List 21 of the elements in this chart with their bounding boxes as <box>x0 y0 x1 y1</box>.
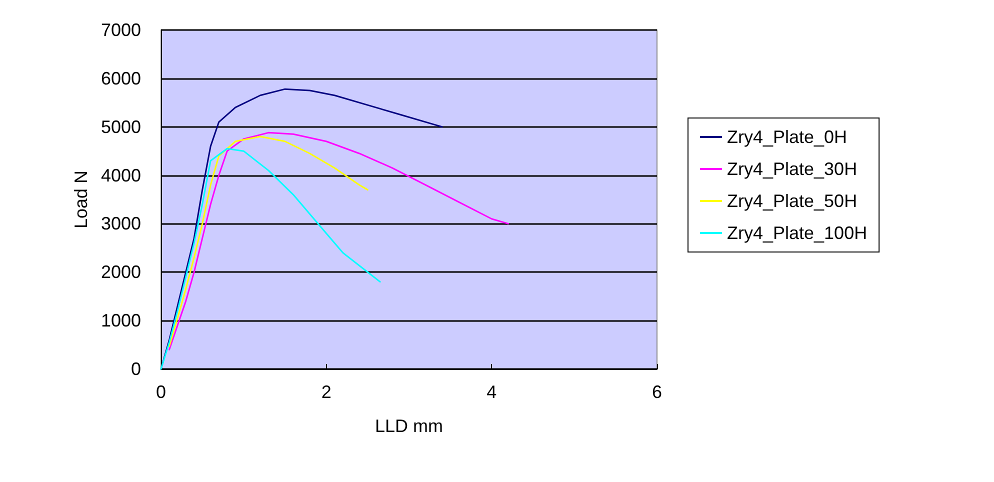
y-tick-label: 5000 <box>100 116 141 137</box>
x-axis-title: LLD mm <box>374 416 444 436</box>
y-tick-label: 7000 <box>100 20 141 40</box>
y-tick-label: 0 <box>130 359 141 379</box>
y-tick-label: 1000 <box>100 310 141 331</box>
y-tick-label: 6000 <box>100 68 141 88</box>
x-tick-label: 0 <box>156 382 166 402</box>
line-series <box>168 132 509 350</box>
line-series <box>160 148 381 370</box>
legend-label: Zry4_Plate_30H <box>727 159 858 179</box>
y-tick-label: 3000 <box>100 214 141 234</box>
x-tick-label: 6 <box>652 382 662 402</box>
legend-label: Zry4_Plate_100H <box>727 223 868 243</box>
line-series <box>168 136 368 347</box>
legend-label: Zry4_Plate_50H <box>727 191 858 211</box>
x-tick-label: 4 <box>486 382 497 402</box>
y-axis-title: Load N <box>71 170 92 229</box>
y-tick-label: 4000 <box>100 165 141 186</box>
y-tick-label: 2000 <box>100 262 141 282</box>
x-tick-label: 2 <box>321 382 332 402</box>
legend-label: Zry4_Plate_0H <box>727 127 848 147</box>
